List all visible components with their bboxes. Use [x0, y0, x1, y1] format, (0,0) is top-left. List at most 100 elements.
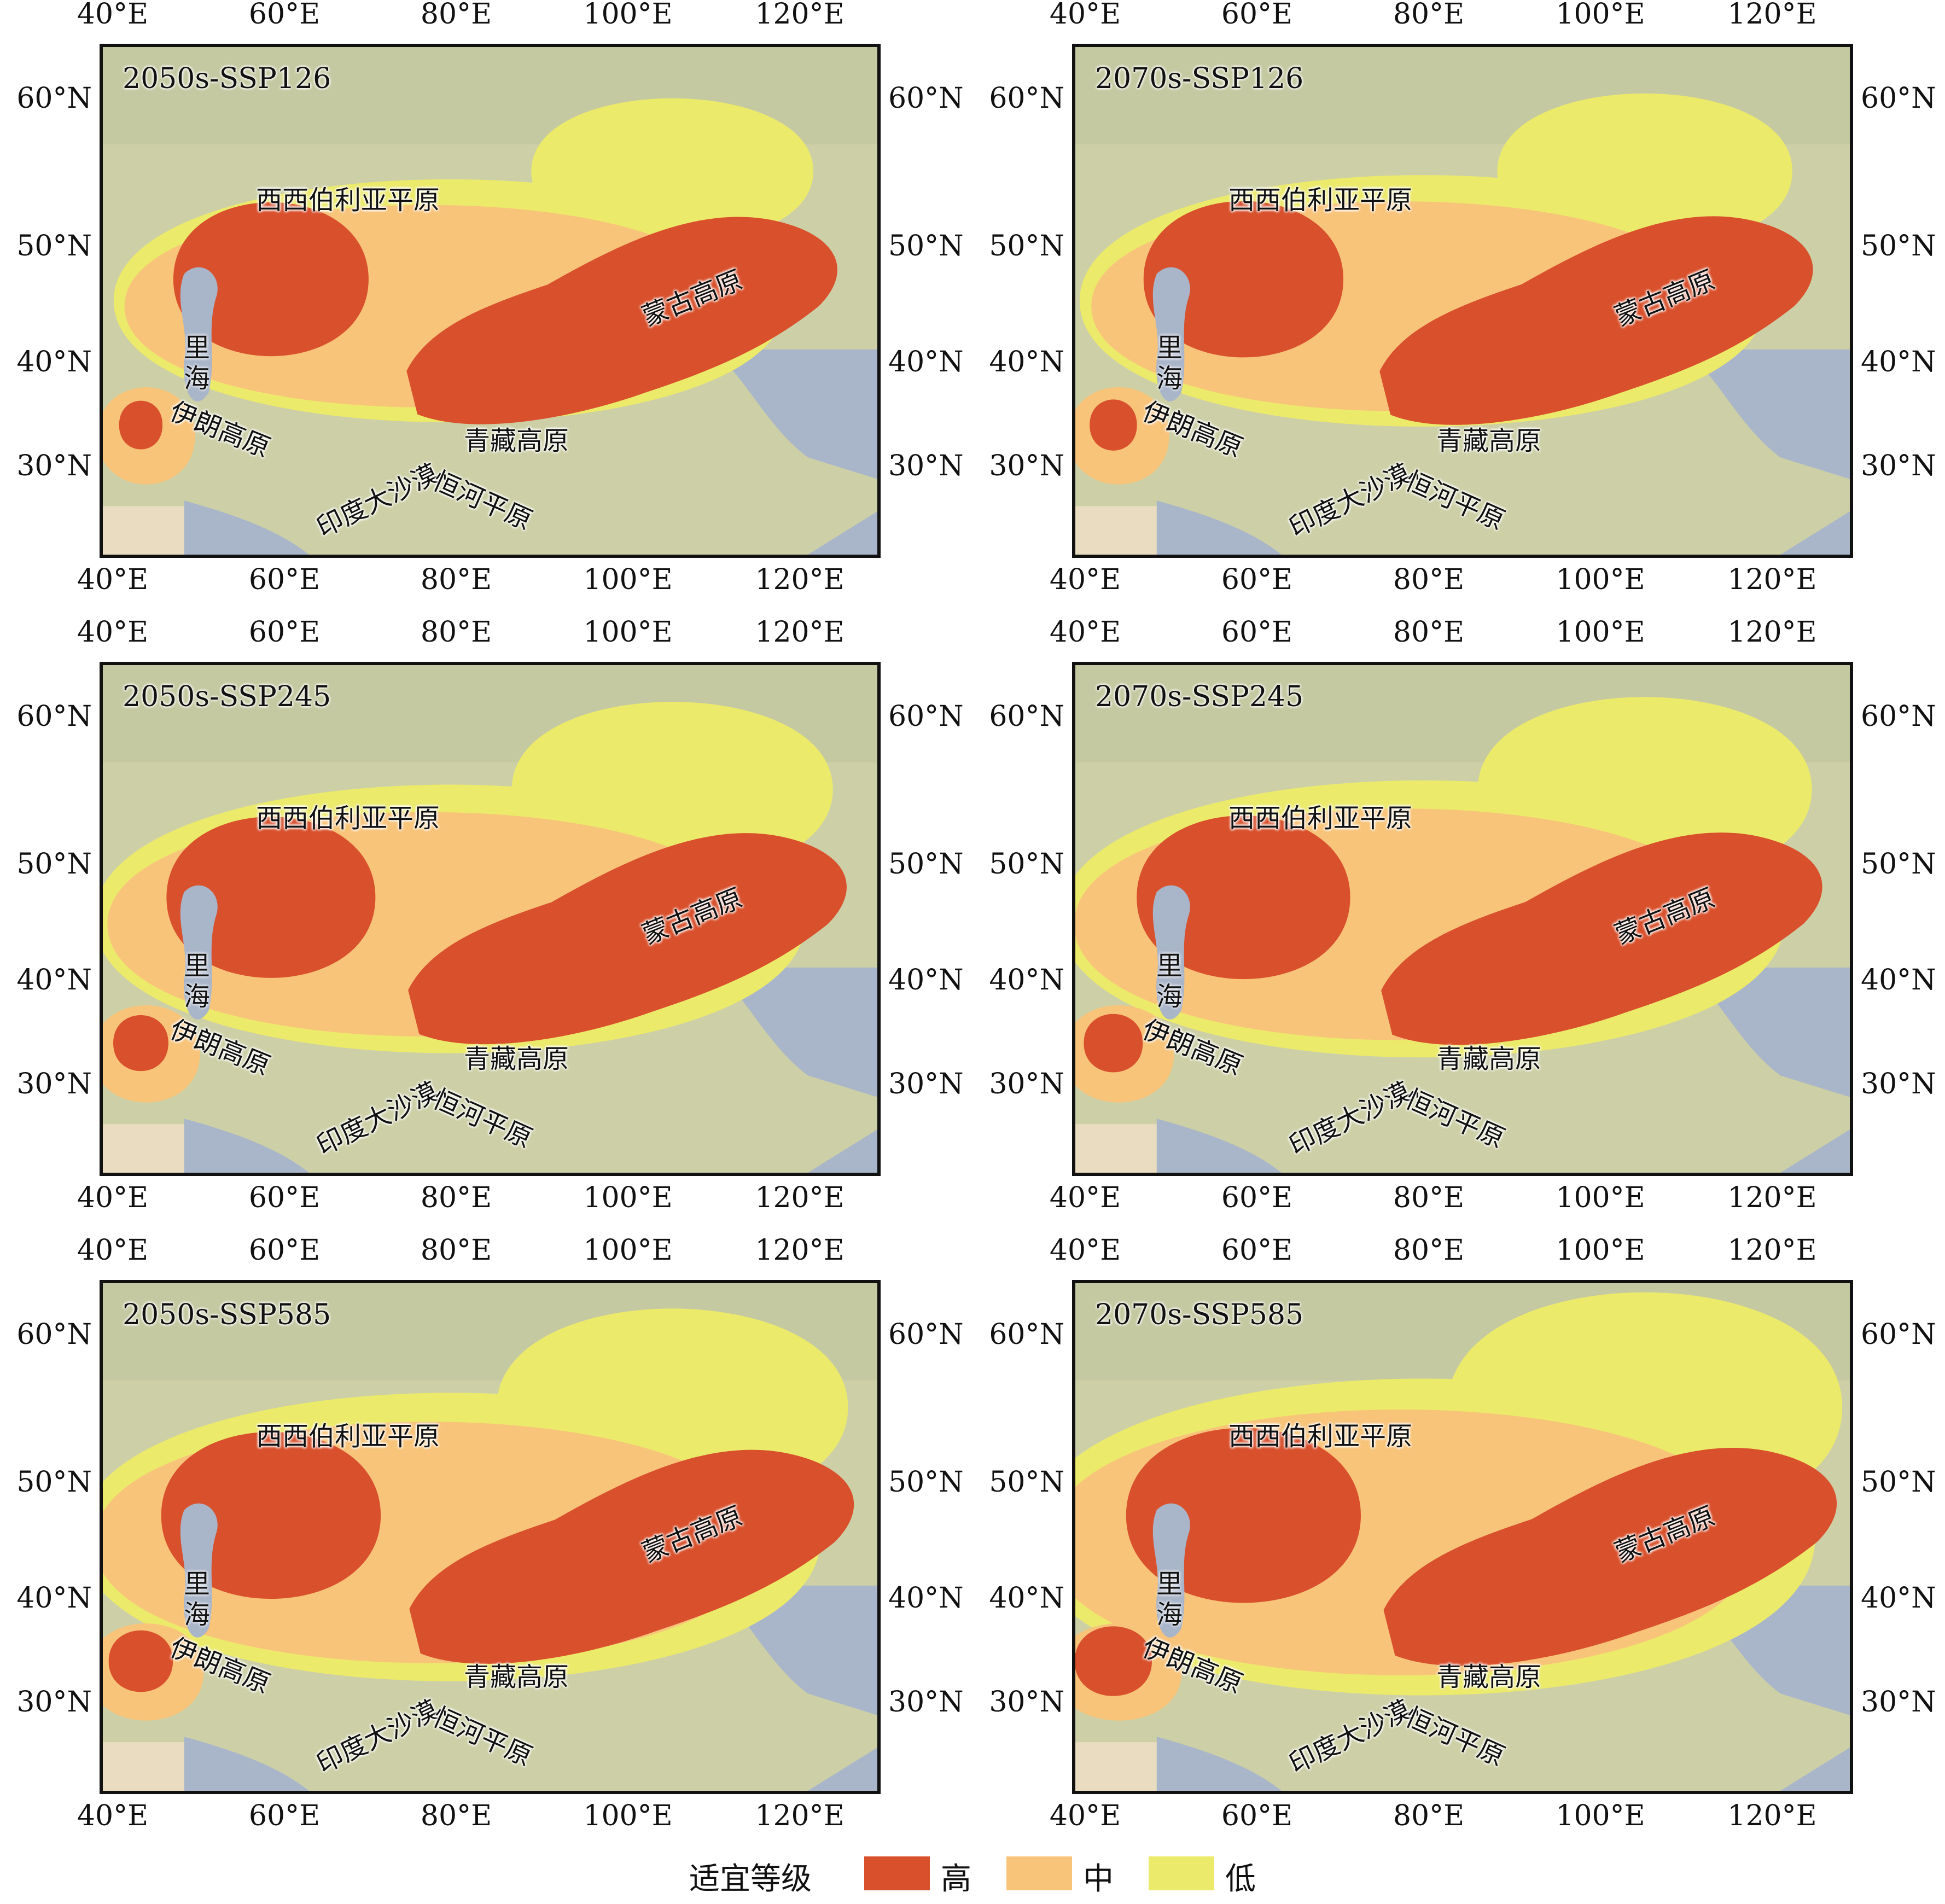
lat-label-left: 40°N — [16, 346, 92, 379]
high-zone-kazakh — [166, 817, 376, 978]
lat-label-right: 60°N — [888, 82, 964, 115]
lat-label-right: 40°N — [888, 346, 964, 379]
label-tibet: 青藏高原 — [464, 1044, 569, 1074]
label-siberia: 西西伯利亚平原 — [1228, 185, 1413, 216]
label-tibet: 青藏高原 — [464, 1662, 569, 1692]
panel-title: 2050s-SSP245 — [123, 680, 331, 713]
label-siberia: 西西伯利亚平原 — [256, 185, 440, 216]
lon-label-bottom: 120°E — [755, 1800, 845, 1832]
label-tibet: 青藏高原 — [1436, 426, 1542, 456]
lon-label-bottom: 60°E — [1221, 1181, 1293, 1214]
lat-label-right: 30°N — [1861, 450, 1936, 482]
high-zone-kazakh — [161, 1431, 381, 1599]
suitability-map — [1075, 1283, 1850, 1791]
label-caspian-2: 海 — [1156, 981, 1183, 1012]
lon-label-bottom: 80°E — [420, 1800, 492, 1832]
lon-label-top: 120°E — [755, 0, 845, 31]
lat-label-right: 40°N — [1861, 964, 1936, 997]
label-tibet: 青藏高原 — [464, 426, 569, 456]
lat-label-right: 50°N — [888, 848, 964, 881]
lat-label-left: 50°N — [16, 1466, 92, 1499]
legend: 适宜等级 高 中 低 — [689, 1849, 1291, 1898]
lat-label-left: 60°N — [989, 82, 1064, 115]
suitability-map — [103, 47, 877, 555]
high-zone-mongolia — [408, 833, 847, 1045]
label-caspian-1: 里 — [1156, 333, 1183, 363]
label-tibet: 青藏高原 — [1436, 1662, 1542, 1692]
lat-label-left: 60°N — [16, 700, 92, 733]
panel-title: 2050s-SSP585 — [123, 1299, 331, 1331]
map-panel: 40°E 40°E 60°E 60°E 80°E 80°E 100°E 100°E 120°E 1… — [972, 0, 1945, 602]
lat-label-left: 30°N — [16, 1686, 92, 1719]
label-siberia: 西西伯利亚平原 — [1228, 1421, 1413, 1452]
arabian-desert — [1075, 1742, 1157, 1791]
yellow-sea — [710, 349, 877, 479]
label-caspian-1: 里 — [184, 951, 211, 981]
high-zone-iran — [1084, 1014, 1143, 1073]
label-caspian-1: 里 — [1156, 951, 1183, 981]
lon-label-bottom: 120°E — [755, 563, 845, 596]
lon-label-bottom: 40°E — [77, 563, 149, 596]
legend-label-high: 高 — [941, 1861, 971, 1897]
lat-label-right: 60°N — [1861, 82, 1936, 115]
lon-label-bottom: 100°E — [1556, 563, 1645, 596]
low-zone-north — [531, 98, 813, 244]
lon-label-bottom: 80°E — [1393, 1800, 1465, 1832]
high-zone-iran — [113, 1015, 168, 1072]
lon-label-bottom: 100°E — [1556, 1181, 1645, 1214]
high-zone-mongolia — [409, 1449, 854, 1664]
suitability-map — [1075, 47, 1850, 555]
lon-label-top: 80°E — [1393, 616, 1465, 649]
label-caspian-2: 海 — [184, 363, 211, 394]
lon-label-bottom: 60°E — [248, 563, 321, 596]
lon-label-top: 120°E — [755, 616, 845, 649]
low-zone-north — [1497, 93, 1792, 249]
arabian-gulf — [184, 1119, 309, 1173]
high-zone-kazakh — [173, 202, 369, 357]
lon-label-top: 100°E — [583, 0, 673, 31]
caspian-sea — [1152, 267, 1190, 401]
arabian-gulf — [1156, 1119, 1282, 1173]
lon-label-top: 120°E — [755, 1234, 845, 1267]
lat-label-right: 60°N — [888, 700, 964, 733]
lon-label-top: 80°E — [420, 0, 492, 31]
lon-label-top: 100°E — [1556, 0, 1645, 31]
lat-label-left: 50°N — [989, 230, 1064, 263]
lat-label-right: 30°N — [1861, 1686, 1936, 1719]
lon-label-bottom: 120°E — [1727, 563, 1817, 596]
arabian-gulf — [1156, 1737, 1282, 1791]
lat-label-left: 30°N — [989, 450, 1064, 482]
lat-label-left: 40°N — [16, 964, 92, 997]
lat-label-left: 50°N — [989, 1466, 1064, 1499]
lon-label-top: 40°E — [77, 1234, 149, 1267]
high-zone-kazakh — [1137, 815, 1350, 980]
lon-label-top: 100°E — [1556, 1234, 1645, 1267]
lat-label-right: 60°N — [888, 1318, 964, 1351]
high-zone-mongolia — [1381, 832, 1822, 1045]
map-panel: 40°E 40°E 60°E 60°E 80°E 80°E 100°E 100°E 120°E 1… — [972, 1236, 1945, 1838]
caspian-sea — [180, 267, 218, 401]
panel-title: 2070s-SSP585 — [1095, 1299, 1304, 1331]
high-zone-iran — [1090, 399, 1137, 451]
caspian-sea — [180, 1503, 218, 1638]
lon-label-bottom: 120°E — [1727, 1800, 1817, 1832]
lat-label-left: 60°N — [989, 1318, 1064, 1351]
lon-label-bottom: 80°E — [1393, 563, 1465, 596]
high-zone-kazakh — [1126, 1428, 1361, 1603]
lon-label-bottom: 100°E — [583, 1181, 673, 1214]
map-panel: 40°E 40°E 60°E 60°E 80°E 80°E 100°E 100°E 120°E 1… — [0, 1236, 972, 1838]
lat-label-right: 40°N — [1861, 346, 1936, 379]
lon-label-top: 80°E — [420, 1234, 492, 1267]
lat-label-right: 50°N — [888, 1466, 964, 1499]
lon-label-bottom: 100°E — [583, 1800, 673, 1832]
lon-label-bottom: 100°E — [583, 563, 673, 596]
lon-label-bottom: 120°E — [1727, 1181, 1817, 1214]
panel-title: 2070s-SSP126 — [1095, 62, 1304, 95]
lat-label-left: 40°N — [16, 1582, 92, 1615]
lon-label-top: 40°E — [77, 616, 149, 649]
arabian-gulf — [1156, 500, 1282, 555]
lon-label-bottom: 40°E — [77, 1800, 149, 1832]
label-caspian-1: 里 — [184, 333, 211, 363]
legend-swatch-medium — [1006, 1856, 1072, 1890]
legend-label-low: 低 — [1225, 1861, 1256, 1897]
